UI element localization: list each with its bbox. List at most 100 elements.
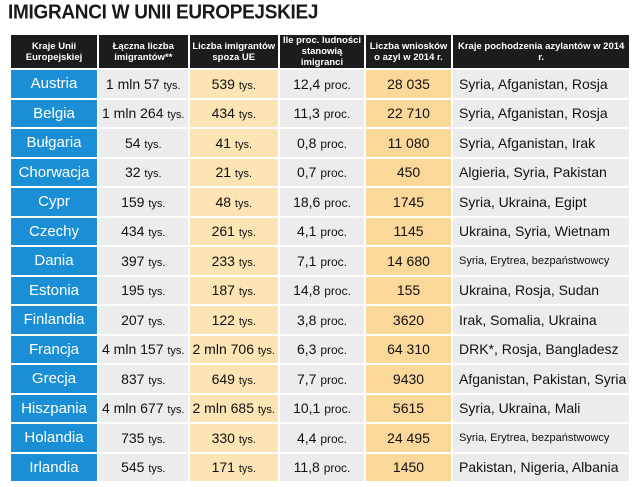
total-immigrants-value: 434 [121, 223, 145, 240]
immigrant-percent-value: 7,1 [296, 252, 317, 269]
asylum-applications-cell: 64 310 [366, 335, 451, 363]
header-origin-countries: Kraje pochodzenia azylantów w 2014 r. [453, 35, 630, 68]
immigrant-percent-value: 3,8 [296, 311, 317, 328]
immigrant-percent-unit: proc. [320, 166, 348, 181]
table-body: Austria 1 mln 57 tys. 539 tys. 12,4 proc. 28… [11, 70, 630, 481]
immigrant-percent-unit: proc. [324, 284, 351, 299]
table-row: Finlandia 207 tys. 122 tys. 3,8 proc. 3620 Ir… [11, 306, 630, 334]
non-eu-immigrants-value: 48 [215, 193, 232, 210]
origin-countries-cell: Pakistan, Nigeria, Albania [453, 453, 630, 481]
total-immigrants-value: 735 [121, 429, 145, 446]
total-immigrants-cell: 207 tys. [99, 306, 188, 334]
origin-countries-cell: Syria, Erytrea, bezpaństwowcy [453, 247, 630, 275]
country-cell: Francja [11, 335, 97, 363]
non-eu-immigrants-value: 2 mln 706 [192, 341, 254, 358]
asylum-applications-cell: 155 [366, 276, 451, 304]
immigrant-percent-cell: 10,1 proc. [280, 394, 364, 422]
total-immigrants-cell: 837 tys. [99, 365, 188, 393]
immigrant-percent-unit: proc. [324, 195, 351, 210]
total-immigrants-unit: tys. [167, 404, 185, 417]
immigrant-percent-unit: proc. [320, 343, 348, 358]
header-immigrant-percent: Ile proc. ludności stanowią imigranci [280, 35, 364, 68]
non-eu-immigrants-cell: 2 mln 706 tys. [189, 335, 278, 363]
total-immigrants-cell: 159 tys. [99, 188, 188, 216]
asylum-applications-cell: 24 495 [366, 424, 451, 452]
country-cell: Austria [11, 70, 97, 98]
non-eu-immigrants-cell: 539 tys. [189, 70, 278, 98]
non-eu-immigrants-value: 187 [211, 282, 235, 299]
non-eu-immigrants-unit: tys. [257, 404, 275, 417]
total-immigrants-value: 207 [121, 311, 145, 328]
non-eu-immigrants-unit: tys. [234, 168, 253, 181]
table-row: Cypr 159 tys. 48 tys. 18,6 proc. 1745 Syria, … [11, 188, 630, 216]
asylum-applications-cell: 450 [366, 158, 451, 186]
table-row: Belgia 1 mln 264 tys. 434 tys. 11,3 proc. 22… [11, 99, 630, 127]
non-eu-immigrants-value: 171 [211, 459, 235, 476]
non-eu-immigrants-unit: tys. [238, 256, 256, 269]
non-eu-immigrants-cell: 2 mln 685 tys. [189, 394, 278, 422]
asylum-applications-cell: 1745 [366, 188, 451, 216]
non-eu-immigrants-value: 122 [211, 311, 235, 328]
non-eu-immigrants-unit: tys. [238, 79, 256, 92]
header-non-eu-immigrants: Liczba imigrantów spoza UE [189, 35, 278, 68]
immigrant-percent-unit: proc. [320, 431, 348, 446]
immigrant-percent-unit: proc. [323, 461, 351, 476]
non-eu-immigrants-unit: tys. [238, 286, 256, 299]
country-cell: Finlandia [11, 306, 97, 334]
non-eu-immigrants-unit: tys. [238, 109, 256, 122]
total-immigrants-value: 32 [124, 164, 141, 181]
origin-countries-cell: Syria, Afganistan, Irak [453, 129, 630, 157]
total-immigrants-unit: tys. [148, 197, 166, 210]
non-eu-immigrants-cell: 41 tys. [189, 129, 278, 157]
origin-countries-cell: Afganistan, Pakistan, Syria [453, 365, 630, 393]
table-row: Chorwacja 32 tys. 21 tys. 0,7 proc. 450 Algie… [11, 158, 630, 186]
immigrant-percent-value: 7,7 [296, 370, 317, 387]
table-row: Hiszpania 4 mln 677 tys. 2 mln 685 tys. 10,… [11, 394, 630, 422]
immigrant-percent-cell: 0,7 proc. [280, 158, 364, 186]
non-eu-immigrants-unit: tys. [238, 433, 256, 446]
non-eu-immigrants-value: 2 mln 685 [192, 400, 254, 417]
table-row: Holandia 735 tys. 330 tys. 4,4 proc. 24 495 S… [11, 424, 630, 452]
immigrant-percent-cell: 6,3 proc. [280, 335, 364, 363]
non-eu-immigrants-value: 434 [211, 105, 235, 122]
table-row: Irlandia 545 tys. 171 tys. 11,8 proc. 1450 Pa… [11, 453, 630, 481]
immigrant-percent-cell: 0,8 proc. [280, 129, 364, 157]
asylum-applications-cell: 3620 [366, 306, 451, 334]
total-immigrants-unit: tys. [148, 463, 166, 476]
country-cell: Chorwacja [11, 158, 97, 186]
origin-countries-cell: Algieria, Syria, Pakistan [453, 158, 630, 186]
asylum-applications-cell: 22 710 [366, 99, 451, 127]
non-eu-immigrants-cell: 171 tys. [189, 453, 278, 481]
table-row: Dania 397 tys. 233 tys. 7,1 proc. 14 680 Syri… [11, 247, 630, 275]
total-immigrants-value: 1 mln 57 [105, 75, 160, 92]
table-row: Czechy 434 tys. 261 tys. 4,1 proc. 1145 Ukrai… [11, 217, 630, 245]
table-row: Grecja 837 tys. 649 tys. 7,7 proc. 9430 Afgan… [11, 365, 630, 393]
non-eu-immigrants-unit: tys. [238, 227, 256, 240]
asylum-applications-cell: 14 680 [366, 247, 451, 275]
non-eu-immigrants-cell: 649 tys. [189, 365, 278, 393]
non-eu-immigrants-value: 330 [211, 429, 235, 446]
total-immigrants-cell: 195 tys. [99, 276, 188, 304]
country-cell: Czechy [11, 217, 97, 245]
immigration-table: Kraje Unii Europejskiej Łączna liczba im… [9, 33, 631, 483]
immigrant-percent-value: 11,3 [293, 105, 320, 122]
header-total-immigrants: Łączna liczba imigrantów** [99, 35, 188, 68]
total-immigrants-value: 4 mln 157 [102, 341, 164, 358]
non-eu-immigrants-cell: 434 tys. [189, 99, 278, 127]
total-immigrants-cell: 1 mln 57 tys. [99, 70, 188, 98]
total-immigrants-unit: tys. [144, 168, 162, 181]
total-immigrants-cell: 397 tys. [99, 247, 188, 275]
total-immigrants-unit: tys. [167, 109, 185, 122]
total-immigrants-cell: 434 tys. [99, 217, 188, 245]
non-eu-immigrants-value: 233 [211, 252, 235, 269]
header-country: Kraje Unii Europejskiej [11, 35, 97, 68]
asylum-applications-cell: 9430 [366, 365, 451, 393]
total-immigrants-unit: tys. [148, 374, 166, 387]
total-immigrants-value: 4 mln 677 [102, 400, 164, 417]
total-immigrants-value: 195 [121, 282, 145, 299]
total-immigrants-value: 159 [121, 193, 145, 210]
total-immigrants-value: 837 [121, 370, 145, 387]
origin-countries-cell: Syria, Ukraina, Egipt [453, 188, 630, 216]
immigrant-percent-cell: 7,7 proc. [280, 365, 364, 393]
immigrant-percent-unit: proc. [323, 107, 351, 122]
